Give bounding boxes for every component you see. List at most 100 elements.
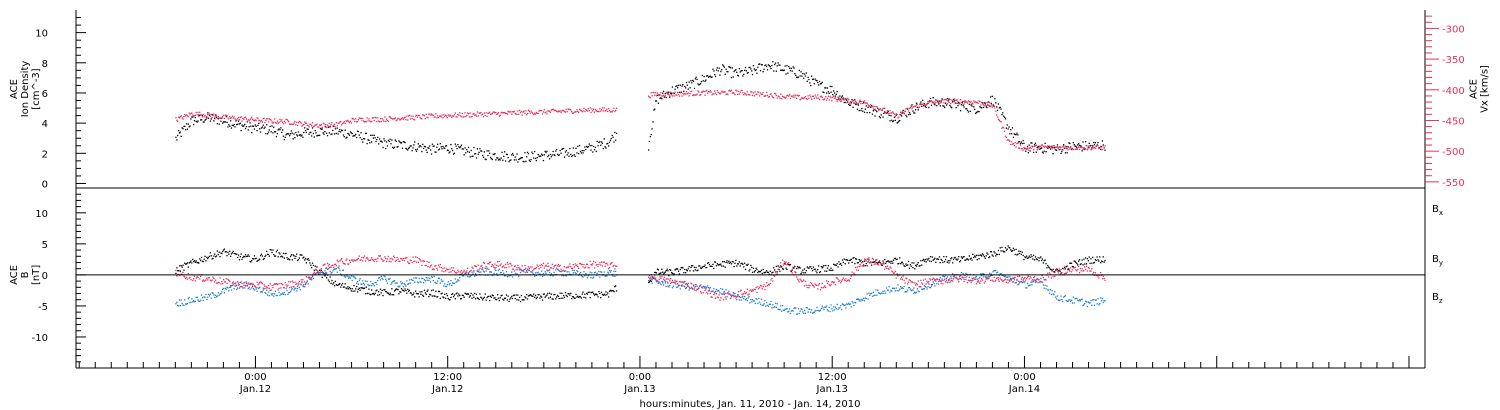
data-point	[723, 293, 725, 296]
data-point	[311, 122, 314, 124]
data-point	[379, 279, 382, 281]
data-point	[351, 279, 353, 282]
data-point	[493, 272, 495, 274]
data-point	[930, 284, 933, 286]
data-point	[600, 271, 603, 273]
data-point	[547, 110, 549, 112]
data-point	[1040, 280, 1042, 282]
data-point	[203, 116, 205, 118]
data-point	[907, 283, 909, 285]
data-point	[825, 87, 827, 89]
data-point	[313, 125, 315, 127]
data-point	[567, 267, 569, 269]
data-point	[1060, 152, 1062, 155]
data-point	[178, 117, 181, 119]
data-point	[802, 280, 804, 282]
data-point	[841, 95, 844, 97]
data-point	[585, 273, 587, 275]
data-point	[886, 265, 889, 267]
data-point	[472, 294, 474, 296]
data-point	[190, 118, 192, 120]
data-point	[584, 110, 586, 113]
data-point	[804, 312, 807, 314]
data-point	[195, 277, 197, 279]
data-point	[1010, 143, 1012, 146]
data-point	[789, 264, 791, 266]
data-point	[522, 160, 524, 163]
data-point	[750, 68, 752, 70]
data-point	[317, 270, 319, 272]
data-point	[775, 306, 777, 308]
data-point	[351, 132, 353, 135]
data-point	[693, 266, 696, 268]
data-point	[735, 297, 737, 299]
data-point	[538, 155, 540, 157]
data-point	[337, 133, 339, 135]
data-point	[821, 282, 823, 285]
data-point	[1041, 151, 1044, 153]
data-point	[185, 123, 188, 125]
data-point	[833, 97, 836, 99]
data-point	[831, 269, 833, 272]
data-point	[666, 268, 668, 270]
data-point	[1034, 281, 1037, 283]
data-point	[859, 263, 861, 266]
data-point	[972, 253, 974, 255]
data-point	[721, 90, 723, 92]
data-point	[717, 70, 719, 72]
data-point	[445, 268, 448, 270]
data-point	[435, 265, 437, 267]
data-point	[1082, 141, 1084, 143]
data-point	[1096, 144, 1098, 146]
data-point	[759, 303, 762, 305]
data-point	[784, 263, 786, 265]
data-point	[525, 267, 527, 269]
data-point	[976, 259, 978, 261]
data-point	[282, 287, 285, 289]
data-point	[921, 264, 923, 266]
data-point	[501, 151, 503, 153]
data-point	[581, 150, 583, 152]
data-point	[746, 91, 748, 93]
data-point	[719, 74, 721, 76]
data-point	[239, 256, 241, 258]
data-point	[467, 293, 470, 295]
data-point	[505, 271, 508, 273]
data-point	[345, 120, 347, 122]
data-point	[200, 114, 203, 116]
data-point	[326, 272, 328, 274]
data-point	[180, 299, 182, 301]
data-point	[891, 112, 893, 114]
data-point	[275, 251, 278, 253]
data-point	[320, 269, 322, 272]
data-point	[179, 270, 181, 272]
data-point	[1101, 140, 1104, 142]
data-point	[999, 120, 1001, 123]
data-point	[726, 93, 728, 95]
data-point	[980, 104, 982, 106]
data-point	[251, 132, 253, 134]
data-point	[451, 284, 453, 286]
data-point	[526, 271, 529, 273]
data-point	[650, 280, 652, 282]
data-point	[177, 120, 179, 123]
data-point	[829, 269, 831, 271]
data-point	[472, 113, 474, 115]
data-point	[799, 278, 801, 280]
data-point	[775, 273, 777, 275]
data-point	[885, 267, 888, 269]
data-point	[557, 295, 560, 298]
data-point	[290, 123, 293, 125]
data-point	[711, 76, 713, 78]
data-point	[329, 125, 331, 127]
data-point	[663, 276, 666, 278]
data-point	[833, 92, 836, 94]
data-point	[773, 70, 775, 72]
data-point	[367, 258, 369, 260]
data-point	[330, 266, 332, 268]
data-point	[235, 282, 237, 284]
data-point	[482, 299, 484, 301]
data-point	[519, 269, 521, 271]
data-point	[253, 255, 256, 257]
data-point	[753, 68, 755, 70]
